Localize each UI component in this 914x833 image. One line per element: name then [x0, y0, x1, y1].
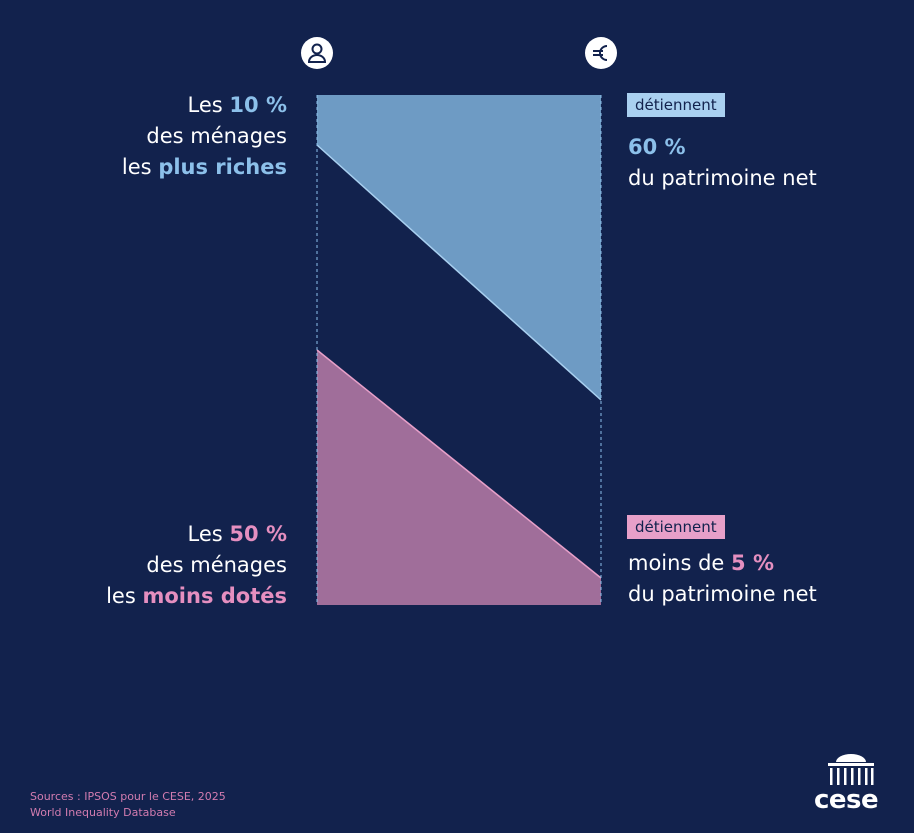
- highlight: 50 %: [229, 522, 287, 546]
- highlight: plus riches: [158, 155, 287, 179]
- bottom-left-text: Les 50 % des ménages les moins dotés: [106, 519, 287, 612]
- rich-edge: [316, 144, 602, 401]
- caption: du patrimoine net: [628, 582, 817, 606]
- badge: détiennent: [627, 515, 725, 539]
- top-left-text: Les 10 % des ménages les plus riches: [122, 90, 287, 183]
- person-head: [311, 43, 323, 55]
- text: des ménages: [146, 553, 287, 577]
- text: des ménages: [146, 124, 287, 148]
- highlight: moins dotés: [142, 584, 287, 608]
- text: les: [121, 155, 152, 179]
- source: World Inequality Database: [30, 806, 176, 819]
- text: moins de: [628, 551, 725, 575]
- value: 60 %: [628, 135, 686, 159]
- logo-building: [828, 754, 874, 785]
- rich-share-shape: [317, 95, 601, 400]
- badge: détiennent: [627, 93, 725, 117]
- text: Les: [187, 93, 223, 117]
- poor-edge: [316, 349, 602, 579]
- poor-share-shape: [317, 350, 601, 605]
- text: les: [106, 584, 136, 608]
- highlight: 10 %: [229, 93, 287, 117]
- source: Sources : IPSOS pour le CESE, 2025: [30, 790, 226, 803]
- logo: cese: [814, 785, 879, 815]
- value: 5 %: [731, 551, 774, 575]
- euro-sign: [593, 45, 608, 61]
- caption: du patrimoine net: [628, 166, 817, 190]
- sources: Sources : IPSOS pour le CESE, 2025 World…: [30, 789, 226, 821]
- text: Les: [187, 522, 223, 546]
- person-body: [307, 54, 327, 63]
